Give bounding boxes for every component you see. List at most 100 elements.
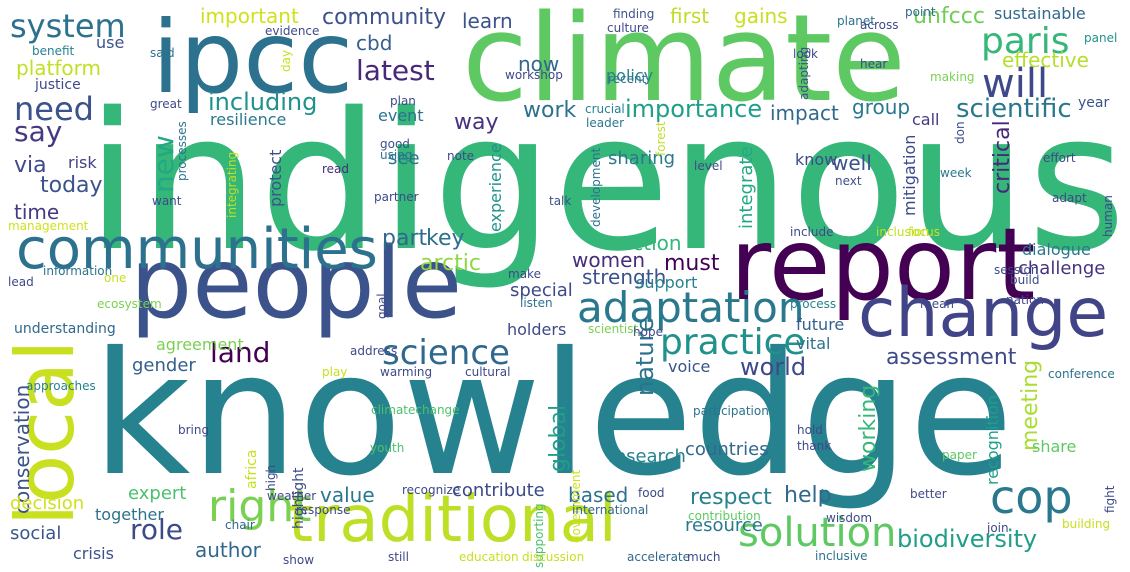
word-mitigation: mitigation (900, 134, 919, 216)
word-paris: paris (981, 21, 1070, 62)
word-scientific: scientific (956, 94, 1072, 124)
word-together: together (95, 505, 164, 524)
word-resilience: resilience (210, 110, 287, 129)
word-great: great (150, 97, 182, 111)
word-build: build (1010, 273, 1040, 287)
word-sharing: sharing (608, 148, 676, 169)
word-want: want (152, 194, 182, 208)
word-importance: importance (625, 95, 763, 123)
word-must: must (664, 251, 720, 276)
word-resource: resource (685, 515, 763, 536)
word-new: new (147, 135, 180, 193)
word-working: working (856, 384, 881, 472)
word-next: next (835, 174, 862, 188)
word-role: role (130, 513, 184, 546)
word-good: good (380, 137, 410, 151)
word-expert: expert (128, 483, 187, 504)
word-point: point (905, 5, 936, 19)
word-evidence: evidence (265, 24, 320, 38)
word-work: work (523, 98, 577, 123)
word-focus: focus (908, 225, 941, 239)
word-first: first (670, 4, 710, 28)
word-holders: holders (507, 320, 567, 339)
word-via: via (14, 153, 47, 178)
word-need: need (14, 90, 94, 128)
word-lead: lead (8, 275, 34, 289)
word-year: year (1078, 95, 1110, 111)
word-ipcc: ipcc (152, 0, 354, 116)
word-inclusive: inclusive (815, 549, 868, 563)
word-cultural: cultural (465, 365, 511, 379)
word-address: address (350, 344, 398, 358)
word-voice: voice (668, 357, 711, 376)
word-vital: vital (796, 334, 831, 353)
word-understanding: understanding (14, 321, 116, 337)
word-join: join (987, 521, 1009, 535)
word-integrate: integrate (736, 146, 757, 229)
word-across: across (860, 18, 899, 32)
word-high: high (264, 464, 278, 491)
word-conference: conference (1048, 367, 1115, 381)
word-special: special (510, 280, 573, 301)
word-solution: solution (738, 510, 897, 556)
word-integrating: integrating (225, 151, 239, 218)
word-community: community (322, 5, 447, 30)
word-response: response (296, 503, 351, 517)
word-respect: respect (690, 485, 772, 510)
word-using: using (380, 148, 413, 162)
word-human: human (1101, 195, 1115, 237)
word-risk: risk (68, 153, 97, 172)
word-impact: impact (770, 101, 839, 125)
word-one: one (104, 271, 127, 285)
word-still: still (388, 550, 409, 564)
word-social: social (10, 523, 62, 544)
word-plan: plan (390, 94, 416, 108)
word-latest: latest (356, 54, 435, 87)
word-effective: effective (1002, 48, 1089, 72)
word-value: value (320, 483, 375, 507)
word-day: day (279, 49, 293, 72)
word-agreement: agreement (156, 335, 244, 354)
word-ecosystem: ecosystem (97, 297, 162, 311)
word-look: look (793, 47, 818, 61)
word-women: women (572, 248, 646, 272)
word-support: support (636, 273, 698, 292)
word-arctic: arctic (420, 251, 481, 276)
word-learn: learn (462, 9, 513, 33)
word-event: event (378, 106, 424, 125)
word-partner: partner (374, 190, 419, 204)
word-recognize: recognize (402, 483, 461, 497)
word-assessment: assessment (886, 345, 1017, 370)
word-well: well (832, 151, 872, 175)
word-development: development (589, 147, 603, 227)
word-communities: communities (16, 217, 378, 282)
word-say: say (14, 115, 63, 148)
word-hold: hold (797, 423, 823, 437)
word-management: management (8, 219, 89, 233)
word-weather: weather (267, 489, 317, 503)
word-critical: critical (990, 120, 1015, 194)
word-change: change (858, 274, 1109, 353)
word-group: group (852, 95, 911, 119)
word-hear: hear (860, 57, 888, 71)
word-include: include (790, 225, 834, 239)
word-adaptation: adaptation (577, 283, 805, 332)
word-part: part (382, 226, 428, 251)
word-research: research (608, 446, 686, 467)
word-accelerate: accelerate (627, 550, 691, 564)
word-don: don (953, 121, 967, 144)
word-youth: youth (370, 441, 405, 455)
word-warming: warming (380, 365, 433, 379)
word-action: action (620, 231, 682, 255)
word-information: information (43, 264, 113, 278)
word-time: time (14, 200, 60, 224)
word-play: play (322, 365, 348, 379)
word-world: world (740, 353, 807, 381)
word-important: important (200, 4, 299, 28)
word-crucial: crucial (585, 102, 625, 116)
word-africa: africa (244, 449, 260, 489)
word-strength: strength (582, 265, 667, 289)
word-finding: finding (613, 7, 655, 21)
word-today: today (40, 173, 103, 198)
